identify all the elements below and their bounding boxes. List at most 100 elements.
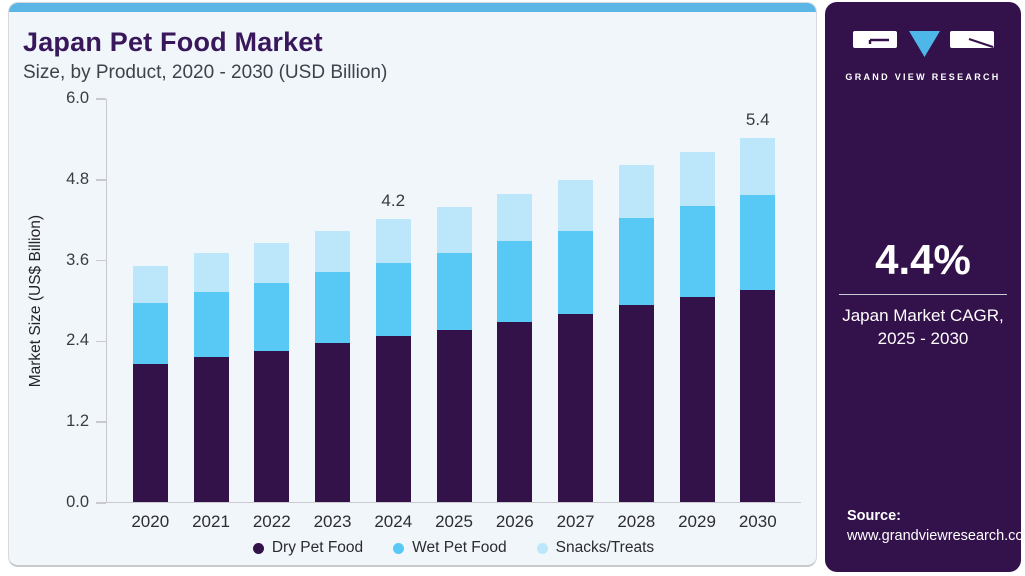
brand-sidebar: GRAND VIEW RESEARCH 4.4% Japan Market CA…: [825, 2, 1025, 572]
cagr-divider: [839, 294, 1007, 295]
y-tick-label: 0.0: [66, 493, 89, 511]
brand-name: GRAND VIEW RESEARCH: [845, 72, 1001, 82]
bar-segment-snacks-treats: [375, 219, 411, 263]
chart-card: Japan Pet Food Market Size, by Product, …: [8, 2, 817, 567]
x-axis-label-2028: 2028: [617, 512, 656, 531]
bar-segment-snacks-treats: [132, 266, 168, 303]
bar-segment-dry-pet-food: [375, 336, 411, 502]
y-tick-mark: [95, 179, 106, 181]
page-subtitle: Size, by Product, 2020 - 2030 (USD Billi…: [23, 62, 388, 83]
bar-segment-dry-pet-food: [436, 329, 472, 502]
legend-dot-icon: [536, 542, 548, 554]
legend-dot-icon: [393, 542, 405, 554]
x-axis-label-2025: 2025: [435, 512, 473, 531]
source-url: www.grandviewresearch.com: [847, 528, 1025, 544]
bar-segment-wet-pet-food: [558, 230, 593, 315]
bar-segment-snacks-treats: [740, 138, 776, 195]
bar-2028: 2028: [617, 99, 655, 531]
bar-2030: 5.4 2030: [739, 99, 777, 531]
bar-segment-dry-pet-food: [679, 297, 715, 502]
x-axis-label-2026: 2026: [495, 512, 534, 531]
bar-segment-wet-pet-food: [254, 283, 290, 351]
bar-2029: 2029: [678, 99, 716, 531]
x-axis-label-2021: 2021: [192, 512, 230, 531]
legend-dot-icon: [252, 542, 264, 554]
bar-2022: 2022: [253, 99, 291, 531]
y-tick-label: 2.4: [66, 331, 89, 350]
x-axis-label-2027: 2027: [556, 512, 595, 531]
source-block: Source: www.grandviewresearch.com: [847, 506, 1025, 546]
bar-2024: 4.2 2024: [374, 99, 412, 531]
bar-segment-dry-pet-food: [132, 363, 168, 502]
cagr-caption-line1: Japan Market CAGR,: [842, 306, 1004, 325]
x-axis-label-2024: 2024: [374, 512, 413, 531]
bar-segment-snacks-treats: [497, 193, 533, 242]
y-axis-title-wrap: Market Size (US$ Billion): [25, 99, 47, 503]
bar-segment-snacks-treats: [254, 242, 290, 284]
bar-2025: 2025: [435, 99, 473, 531]
bar-segment-snacks-treats: [618, 165, 654, 218]
chart-legend: Dry Pet Food Wet Pet Food Snacks/Treats: [106, 539, 801, 557]
cagr-value: 4.4%: [875, 236, 971, 283]
bar-segment-wet-pet-food: [740, 194, 776, 290]
bar-value-label: 4.2: [381, 191, 406, 211]
bar-2021: 2021: [192, 99, 230, 531]
legend-item-wet-pet-food: Wet Pet Food: [393, 539, 507, 557]
bar-2027: 2027: [557, 99, 594, 531]
y-tick-label: 4.8: [66, 169, 89, 188]
bar-value-label: 5.4: [745, 110, 770, 130]
cagr-caption: Japan Market CAGR, 2025 - 2030: [825, 304, 1021, 350]
y-tick-label: 6.0: [66, 89, 89, 107]
x-axis-label-2022: 2022: [252, 512, 291, 531]
bar-segment-dry-pet-food: [193, 356, 229, 502]
bar-2026: 2026: [496, 99, 534, 531]
chart-header: Japan Pet Food Market Size, by Product, …: [23, 27, 387, 84]
legend-label: Wet Pet Food: [412, 539, 507, 556]
stacked-bar-plot: 0.0 1.2 2.4 3.6 4.8 6.0 2020 2021 2022 2023 4.2 202…: [66, 89, 801, 531]
x-axis-label-2030: 2030: [738, 512, 777, 531]
legend-label: Snacks/Treats: [555, 539, 655, 556]
bar-segment-snacks-treats: [315, 230, 350, 273]
card-accent-strip: [9, 3, 816, 12]
bar-segment-wet-pet-food: [497, 241, 533, 322]
gvr-logo-icon: [852, 31, 994, 57]
bar-segment-snacks-treats: [558, 180, 593, 231]
y-tick-label: 3.6: [66, 250, 89, 269]
bar-2023: 2023: [314, 99, 351, 531]
bar-segment-dry-pet-food: [315, 343, 350, 502]
page-title: Japan Pet Food Market: [23, 27, 323, 57]
brand-block: GRAND VIEW RESEARCH: [825, 30, 1021, 82]
x-axis-label-2029: 2029: [678, 512, 716, 531]
y-tick-mark: [95, 502, 106, 504]
bar-segment-dry-pet-food: [618, 305, 654, 502]
bar-2020: 2020: [131, 99, 169, 531]
y-tick-mark: [95, 340, 106, 343]
x-axis-label-2023: 2023: [313, 512, 352, 531]
bar-segment-snacks-treats: [436, 207, 472, 253]
bar-segment-wet-pet-food: [436, 252, 472, 330]
y-tick-label: 1.2: [66, 412, 89, 431]
bar-segment-wet-pet-food: [132, 302, 168, 364]
source-label: Source:: [847, 508, 901, 524]
bar-segment-snacks-treats: [193, 252, 229, 292]
cagr-caption-line2: 2025 - 2030: [877, 329, 969, 348]
x-axis-label-2020: 2020: [131, 512, 170, 531]
bar-segment-dry-pet-food: [497, 321, 533, 502]
bar-segment-snacks-treats: [679, 151, 715, 207]
y-tick-mark: [95, 98, 106, 100]
bar-segment-dry-pet-food: [558, 314, 593, 502]
bar-segment-wet-pet-food: [315, 272, 350, 344]
bar-segment-dry-pet-food: [740, 289, 776, 502]
bar-segment-wet-pet-food: [618, 217, 654, 306]
bar-segment-dry-pet-food: [254, 350, 290, 502]
legend-item-snacks-treats: Snacks/Treats: [536, 539, 655, 557]
y-axis-title: Market Size (US$ Billion): [27, 214, 44, 388]
bar-segment-wet-pet-food: [679, 206, 715, 298]
y-tick-mark: [95, 259, 106, 262]
y-tick-mark: [95, 421, 106, 423]
bar-segment-wet-pet-food: [375, 262, 411, 337]
legend-label: Dry Pet Food: [271, 539, 364, 556]
cagr-block: 4.4% Japan Market CAGR, 2025 - 2030: [825, 236, 1021, 350]
legend-item-dry-pet-food: Dry Pet Food: [252, 539, 364, 557]
